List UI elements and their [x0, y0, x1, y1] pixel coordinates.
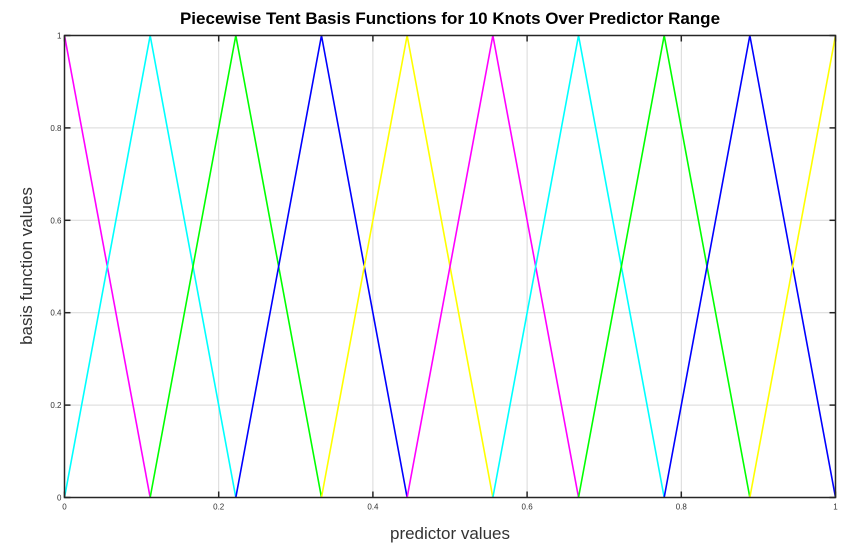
x-axis-label: predictor values	[390, 524, 510, 543]
series-group	[63, 35, 837, 498]
x-tick-label: 0.8	[676, 503, 688, 512]
basis-line-2	[63, 35, 237, 498]
ticks: 0 0.2 0.4 0.6 0.8 1 0 0.2 0.4 0.6 0.8 1	[50, 32, 838, 512]
y-axis-label: basis function values	[17, 187, 36, 345]
x-tick-label: 0.6	[522, 503, 534, 512]
x-tick-label: 0	[62, 503, 67, 512]
x-tick-label: 1	[833, 503, 838, 512]
y-tick-label: 0.4	[50, 309, 62, 318]
y-tick-label: 0.6	[50, 216, 62, 225]
y-tick-label: 0	[57, 494, 62, 503]
basis-line-4	[235, 35, 408, 498]
basis-line-10	[749, 35, 837, 498]
y-tick-label: 1	[57, 32, 62, 41]
x-tick-label: 0.2	[213, 503, 225, 512]
y-tick-label: 0.2	[50, 401, 62, 410]
basis-line-8	[577, 35, 751, 498]
chart-title: Piecewise Tent Basis Functions for 10 Kn…	[180, 9, 720, 28]
plot-frame	[63, 34, 837, 499]
basis-line-7	[492, 35, 665, 498]
basis-line-6	[406, 35, 580, 498]
basis-line-5	[320, 35, 494, 498]
y-tick-label: 0.8	[50, 124, 62, 133]
basis-line-3	[149, 35, 323, 498]
basis-line-9	[663, 35, 837, 498]
x-tick-label: 0.4	[367, 503, 379, 512]
